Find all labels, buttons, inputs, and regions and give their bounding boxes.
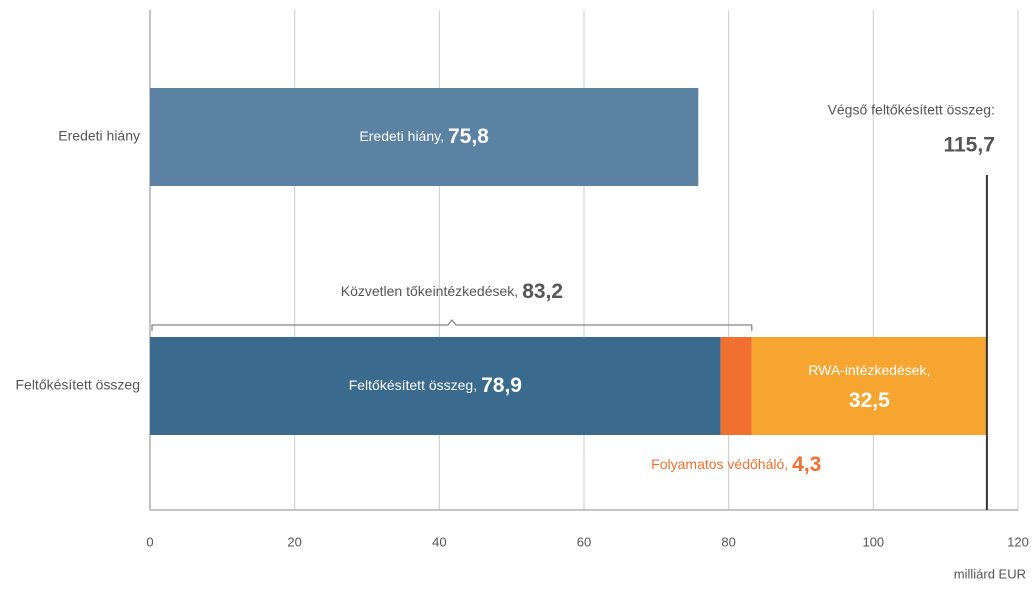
bar-segment bbox=[751, 337, 987, 435]
segment-name: RWA-intézkedések, bbox=[808, 362, 930, 378]
bar-segment bbox=[720, 337, 752, 435]
data-label: Eredeti hiány, 75,8 bbox=[359, 125, 489, 148]
segment-value: 75,8 bbox=[448, 125, 489, 148]
y-tick-label: Eredeti hiány bbox=[58, 128, 140, 144]
annotation-value: 115,7 bbox=[943, 134, 994, 157]
segment-name: Feltőkésített összeg, bbox=[349, 377, 477, 393]
x-tick-label: 120 bbox=[1007, 534, 1029, 549]
x-tick-label: 80 bbox=[721, 534, 735, 549]
data-label: RWA-intézkedések, 32,5 bbox=[808, 362, 930, 412]
bar-segment bbox=[150, 88, 699, 186]
annotation-value: 83,2 bbox=[522, 280, 563, 303]
segment-name: Eredeti hiány, bbox=[359, 128, 444, 144]
bar-segment bbox=[150, 337, 721, 435]
segment-value: 4,3 bbox=[792, 453, 821, 476]
annotation-name: Közvetlen tőkeintézkedések, bbox=[341, 283, 518, 299]
data-label: Feltőkésített összeg, 78,9 bbox=[349, 374, 522, 397]
segment-value: 78,9 bbox=[481, 374, 522, 397]
data-label: Folyamatos védőháló, 4,3 bbox=[651, 453, 821, 476]
x-tick-label: 40 bbox=[432, 534, 446, 549]
annotation-text: Végső feltőkésített összeg: bbox=[828, 102, 995, 118]
x-tick-label: 20 bbox=[287, 534, 301, 549]
segment-name: Folyamatos védőháló, bbox=[651, 456, 788, 472]
x-tick-label: 60 bbox=[577, 534, 591, 549]
segment-value: 32,5 bbox=[849, 389, 890, 412]
x-tick-label: 0 bbox=[146, 534, 153, 549]
x-axis-label: milliárd EUR bbox=[954, 566, 1026, 581]
annotation-text: Közvetlen tőkeintézkedések, 83,2 bbox=[341, 280, 563, 303]
y-tick-label: Feltőkésített összeg bbox=[15, 377, 140, 393]
x-tick-label: 100 bbox=[862, 534, 884, 549]
bracket bbox=[151, 319, 753, 331]
